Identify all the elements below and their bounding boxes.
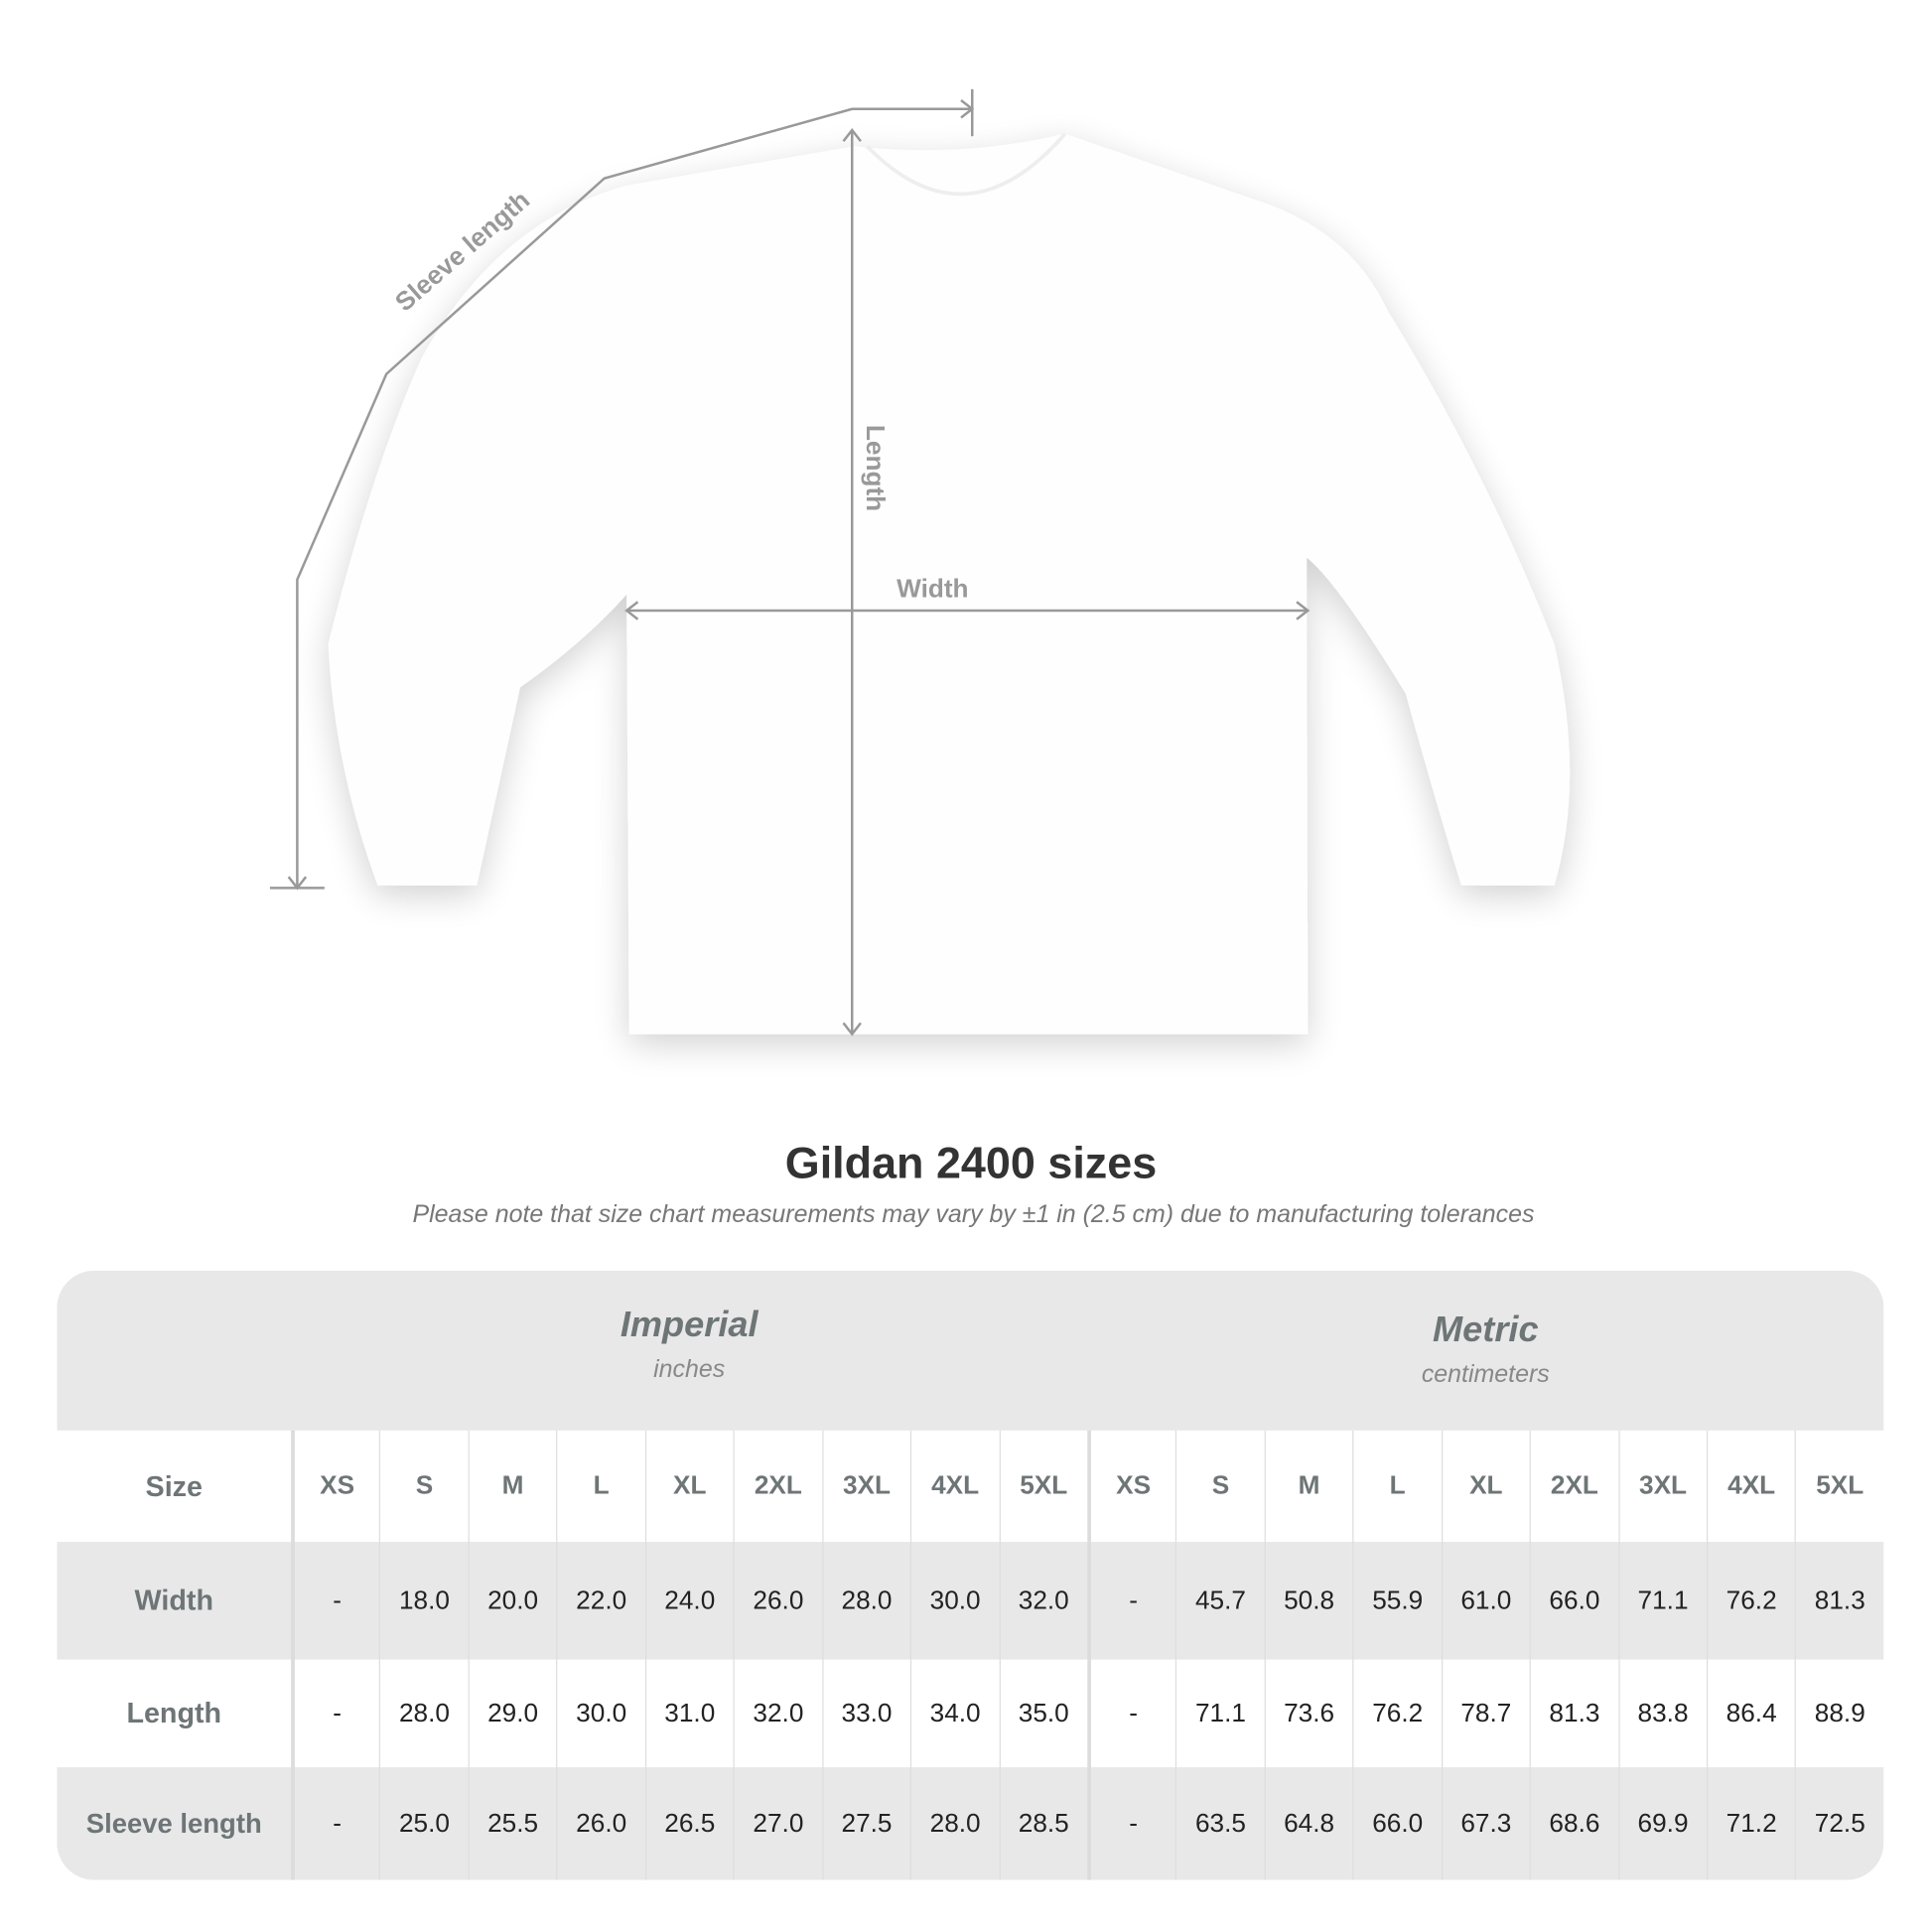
value-cell-metric: 71.1 xyxy=(1617,1542,1707,1660)
size-header-imperial: 4XL xyxy=(909,1430,999,1543)
tolerance-note: Please note that size chart measurements… xyxy=(412,1201,1535,1229)
row-band xyxy=(57,1542,1884,1660)
value-cell-imperial: 30.0 xyxy=(909,1542,999,1660)
length-label: Length xyxy=(861,425,891,511)
value-cell-metric: - xyxy=(1087,1659,1175,1768)
table-row: Sleeve length -25.0 25.5 26.0 26.5 27.0 27.5 28… xyxy=(57,1767,1883,1880)
row-label: Length xyxy=(126,1696,222,1729)
value-cell-imperial: 18.0 xyxy=(379,1542,468,1660)
value-cell-metric: 78.7 xyxy=(1441,1659,1530,1768)
value-cell-imperial: - xyxy=(291,1542,379,1660)
value-cell-imperial: 28.0 xyxy=(821,1542,910,1660)
value-cell-imperial: 24.0 xyxy=(644,1542,734,1660)
size-header-metric: XL xyxy=(1441,1430,1530,1543)
value-cell-imperial: 29.0 xyxy=(468,1659,556,1768)
value-cell-imperial: 20.0 xyxy=(468,1542,556,1660)
value-cell-imperial: 35.0 xyxy=(999,1659,1087,1768)
value-cell-imperial: 22.0 xyxy=(556,1542,644,1660)
value-cell-metric: 73.6 xyxy=(1264,1659,1352,1768)
value-cell-imperial: 28.5 xyxy=(999,1767,1087,1880)
value-cell-metric: 69.9 xyxy=(1617,1767,1707,1880)
value-cell-metric: 64.8 xyxy=(1264,1767,1352,1880)
size-header-imperial: S xyxy=(379,1430,468,1543)
value-cell-metric: 45.7 xyxy=(1175,1542,1264,1660)
size-header-metric: L xyxy=(1352,1430,1442,1543)
value-cell-metric: 50.8 xyxy=(1264,1542,1352,1660)
size-header-metric: 5XL xyxy=(1795,1430,1883,1543)
size-header-metric: 2XL xyxy=(1529,1430,1618,1543)
size-header-metric: S xyxy=(1175,1430,1264,1543)
value-cell-metric: 66.0 xyxy=(1352,1767,1442,1880)
value-cell-metric: 71.1 xyxy=(1175,1659,1264,1768)
size-table: Imperial inches Metric centimeters Size … xyxy=(57,1270,1884,1880)
size-header-imperial: L xyxy=(556,1430,644,1543)
value-cell-imperial: 27.0 xyxy=(733,1767,822,1880)
value-cell-imperial: 28.0 xyxy=(379,1659,468,1768)
value-cell-imperial: 28.0 xyxy=(909,1767,999,1880)
value-cell-metric: 61.0 xyxy=(1441,1542,1530,1660)
value-cell-metric: 72.5 xyxy=(1795,1767,1883,1880)
value-cell-imperial: - xyxy=(291,1767,379,1880)
value-cell-imperial: 31.0 xyxy=(644,1659,734,1768)
size-header-metric: 4XL xyxy=(1706,1430,1795,1543)
value-cell-metric: 63.5 xyxy=(1175,1767,1264,1880)
size-header-metric: XS xyxy=(1087,1430,1175,1543)
shirt-shape xyxy=(328,132,1571,1035)
size-header-row: Size XS S M L XL 2XL 3XL 4XL 5XL XS S M L XL 2XL 3XL 4XL… xyxy=(57,1430,1883,1543)
value-cell-imperial: 34.0 xyxy=(909,1659,999,1768)
value-cell-metric: 76.2 xyxy=(1352,1659,1442,1768)
size-header-imperial: XS xyxy=(291,1430,379,1543)
value-cell-metric: 68.6 xyxy=(1529,1767,1618,1880)
size-header-imperial: XL xyxy=(644,1430,734,1543)
size-header-imperial: 2XL xyxy=(733,1430,822,1543)
value-cell-metric: 86.4 xyxy=(1706,1659,1795,1768)
size-header-metric: M xyxy=(1264,1430,1352,1543)
imperial-header: Imperial inches xyxy=(291,1271,1087,1431)
value-cell-imperial: 26.0 xyxy=(733,1542,822,1660)
size-header-imperial: 5XL xyxy=(999,1430,1087,1543)
page-title: Gildan 2400 sizes xyxy=(784,1137,1158,1188)
width-label: Width xyxy=(897,573,968,603)
value-cell-metric: 76.2 xyxy=(1706,1542,1795,1660)
value-cell-imperial: 26.5 xyxy=(644,1767,734,1880)
table-row: Width -18.0 20.0 22.0 24.0 26.0 28.0 30.0 32.0-4… xyxy=(57,1542,1883,1660)
size-header-metric: 3XL xyxy=(1617,1430,1707,1543)
size-label: Size xyxy=(145,1469,203,1502)
header-band xyxy=(57,1270,1884,1431)
metric-header: Metric centimeters xyxy=(1087,1276,1883,1436)
value-cell-metric: 88.9 xyxy=(1795,1659,1883,1768)
shirt-diagram: Sleeve length Length Width xyxy=(269,88,1571,1036)
value-cell-metric: 81.3 xyxy=(1529,1659,1618,1768)
value-cell-metric: 83.8 xyxy=(1617,1659,1707,1768)
imperial-title: Imperial xyxy=(620,1305,759,1345)
row-label: Sleeve length xyxy=(85,1807,262,1839)
measurement-lines xyxy=(269,88,1311,1036)
value-cell-imperial: 27.5 xyxy=(821,1767,910,1880)
value-cell-imperial: 32.0 xyxy=(999,1542,1087,1660)
value-cell-imperial: 32.0 xyxy=(733,1659,822,1768)
value-cell-imperial: 25.0 xyxy=(379,1767,468,1880)
imperial-unit: inches xyxy=(653,1355,726,1384)
value-cell-metric: 67.3 xyxy=(1441,1767,1530,1880)
row-label: Width xyxy=(134,1584,213,1616)
value-cell-imperial: 26.0 xyxy=(556,1767,644,1880)
value-cell-metric: - xyxy=(1087,1767,1175,1880)
size-header-imperial: M xyxy=(468,1430,556,1543)
metric-unit: centimeters xyxy=(1421,1360,1550,1389)
value-cell-metric: 55.9 xyxy=(1352,1542,1442,1660)
value-cell-imperial: 25.5 xyxy=(468,1767,556,1880)
metric-title: Metric xyxy=(1433,1310,1539,1350)
table-row: Length -28.0 29.0 30.0 31.0 32.0 33.0 34.0 35.0-… xyxy=(57,1659,1883,1768)
value-cell-metric: 71.2 xyxy=(1706,1767,1795,1880)
value-cell-imperial: 30.0 xyxy=(556,1659,644,1768)
value-cell-metric: 81.3 xyxy=(1795,1542,1883,1660)
value-cell-metric: 66.0 xyxy=(1529,1542,1618,1660)
value-cell-imperial: 33.0 xyxy=(821,1659,910,1768)
size-header-imperial: 3XL xyxy=(821,1430,910,1543)
row-band xyxy=(57,1767,1884,1880)
value-cell-imperial: - xyxy=(291,1659,379,1768)
value-cell-metric: - xyxy=(1087,1542,1175,1660)
